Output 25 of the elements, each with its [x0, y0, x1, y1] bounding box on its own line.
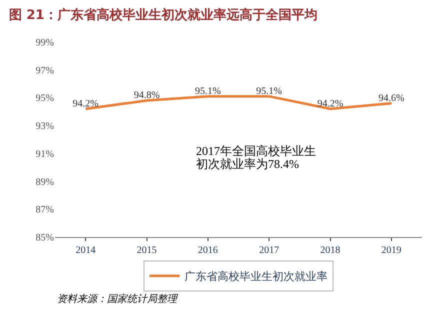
y-tick-label: 85% [36, 232, 54, 244]
data-label: 95.1% [195, 86, 221, 97]
y-tick-label: 95% [36, 93, 54, 104]
y-tick-label: 89% [36, 176, 54, 188]
x-tick-label: 2016 [198, 245, 218, 256]
data-label: 94.6% [378, 92, 404, 104]
x-tick-label: 2015 [136, 245, 157, 256]
x-tick-label: 2018 [320, 245, 340, 256]
y-tick-label: 87% [36, 204, 54, 216]
x-tick-label: 2014 [76, 245, 96, 256]
data-label: 94.8% [134, 90, 160, 101]
data-label: 94.2% [317, 98, 344, 110]
annotation: 2017年全国高校毕业生 [196, 144, 316, 158]
annotation: 初次就业率为78.4% [196, 157, 299, 171]
data-label: 94.2% [72, 98, 98, 110]
data-label: 95.1% [256, 86, 282, 97]
y-tick-label: 91% [36, 148, 54, 160]
x-tick-label: 2017 [259, 245, 280, 256]
text: 资料来源：国家统计局整理 [57, 293, 178, 305]
x-tick-label: 2019 [381, 245, 402, 256]
y-tick-label: 93% [36, 121, 54, 132]
y-tick-label: 97% [36, 65, 54, 76]
chart-title: 图 21：广东省高校毕业生初次就业率远高于全国平均 [8, 6, 318, 23]
y-tick-label: 99% [36, 38, 54, 48]
legend-label: 广东省高校毕业生初次就业率 [184, 270, 328, 284]
